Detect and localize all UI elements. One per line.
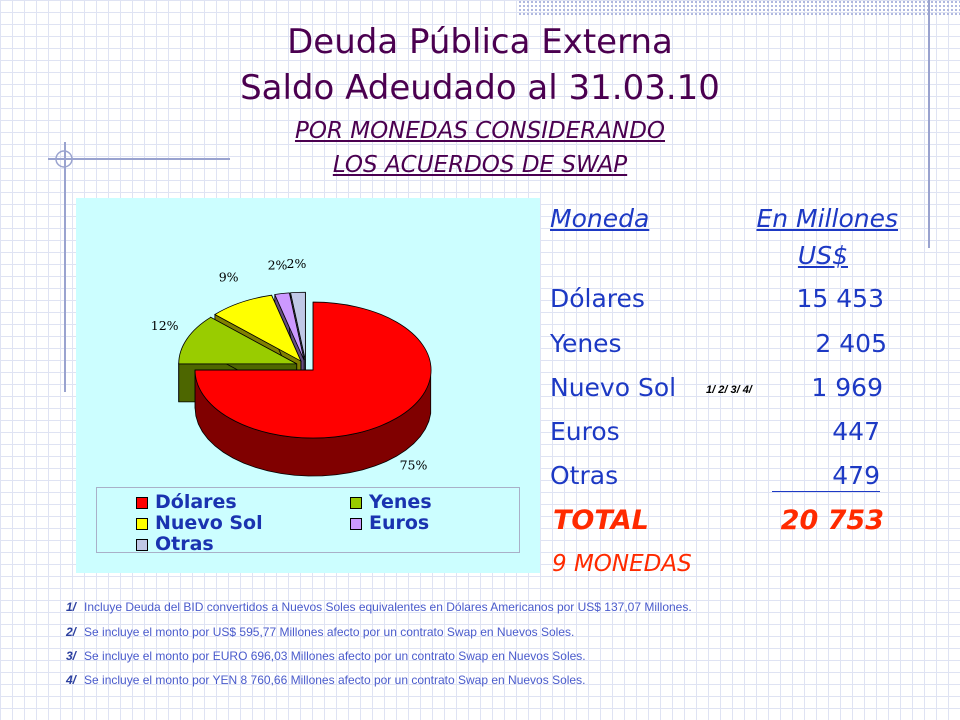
footnote-marker-3: 3/ [66, 649, 77, 663]
nuevo-sol-footnote-refs: 1/ 2/ 3/ 4/ [706, 384, 752, 396]
row-value-otras: 479 [832, 461, 880, 490]
pie-slice-nuevo-sol [214, 294, 302, 362]
row-value-dolares: 15 453 [796, 284, 884, 313]
footnote-1: 1/Incluye Deuda del BID convertidos a Nu… [66, 600, 692, 615]
row-value-nuevo-sol: 1 969 [811, 373, 883, 402]
pie-label-nuevo-sol: 9% [219, 270, 239, 285]
footnote-text-3: Se incluye el monto por EURO 696,03 Mill… [84, 649, 586, 663]
legend-label-euros: Euros [369, 512, 430, 534]
legend-swatch-dolares [136, 497, 148, 509]
row-label-dolares: Dólares [550, 284, 645, 313]
legend-label-nuevo-sol: Nuevo Sol [155, 512, 263, 534]
decorative-circle-icon [55, 150, 73, 168]
row-label-yenes: Yenes [550, 329, 622, 358]
footnote-4: 4/Se incluye el monto por YEN 8 760,66 M… [66, 673, 585, 688]
pie-label-dolares: 75% [400, 457, 428, 472]
pie-slice-dolares [194, 301, 432, 439]
currency-count: 9 MONEDAS [552, 551, 692, 577]
pie-chart: 75% 12% 9% 2% 2% [151, 256, 432, 477]
chart-legend: Dólares Yenes Nuevo Sol Euros Otras [96, 487, 520, 555]
row-label-euros: Euros [550, 417, 620, 446]
legend-label-dolares: Dólares [155, 491, 237, 513]
row-value-euros: 447 [832, 417, 880, 446]
footnote-text-1: Incluye Deuda del BID convertidos a Nuev… [84, 600, 692, 614]
page-subtitle-line-2: LOS ACUERDOS DE SWAP [332, 152, 628, 178]
legend-swatch-yenes [350, 497, 362, 509]
legend-label-otras: Otras [155, 533, 214, 555]
row-label-otras: Otras [550, 461, 619, 490]
total-label: TOTAL [553, 505, 649, 536]
legend-swatch-euros [350, 518, 362, 530]
footnote-3: 3/Se incluye el monto por EURO 696,03 Mi… [66, 649, 586, 664]
decorative-vertical-line [64, 142, 66, 392]
pie-label-euros: 2% [268, 258, 288, 273]
subtotal-underline [772, 491, 880, 492]
legend-label-yenes: Yenes [369, 491, 432, 513]
footnote-marker-4: 4/ [66, 673, 77, 687]
footnote-marker-2: 2/ [66, 625, 77, 639]
decorative-horizontal-line [48, 158, 230, 160]
pie-slice-yenes [178, 316, 297, 365]
legend-swatch-otras [136, 539, 148, 551]
table-header-millones: En Millones [756, 204, 898, 233]
table-header-usd: US$ [797, 241, 848, 270]
footnote-text-2: Se incluye el monto por US$ 595,77 Millo… [84, 625, 575, 639]
footnote-marker-1: 1/ [66, 600, 77, 614]
total-value: 20 753 [780, 505, 884, 536]
pie-label-yenes: 12% [151, 318, 179, 333]
pie-slice-euros [274, 292, 305, 361]
footnote-text-4: Se incluye el monto por YEN 8 760,66 Mil… [84, 673, 586, 687]
page-subtitle-line-1: POR MONEDAS CONSIDERANDO [294, 118, 666, 144]
legend-swatch-nuevo-sol [136, 518, 148, 530]
pie-label-otras: 2% [287, 256, 307, 271]
footnote-2: 2/Se incluye el monto por US$ 595,77 Mil… [66, 625, 574, 640]
row-label-nuevo-sol: Nuevo Sol [550, 373, 677, 402]
table-header-moneda: Moneda [550, 204, 650, 233]
pie-slice-otras [290, 291, 306, 361]
page-title-line-2: Saldo Adeudado al 31.03.10 [240, 68, 720, 108]
row-value-yenes: 2 405 [815, 329, 887, 358]
decorative-dot-strip [518, 0, 960, 16]
page-title-line-1: Deuda Pública Externa [287, 22, 673, 62]
decorative-right-line [928, 0, 930, 248]
